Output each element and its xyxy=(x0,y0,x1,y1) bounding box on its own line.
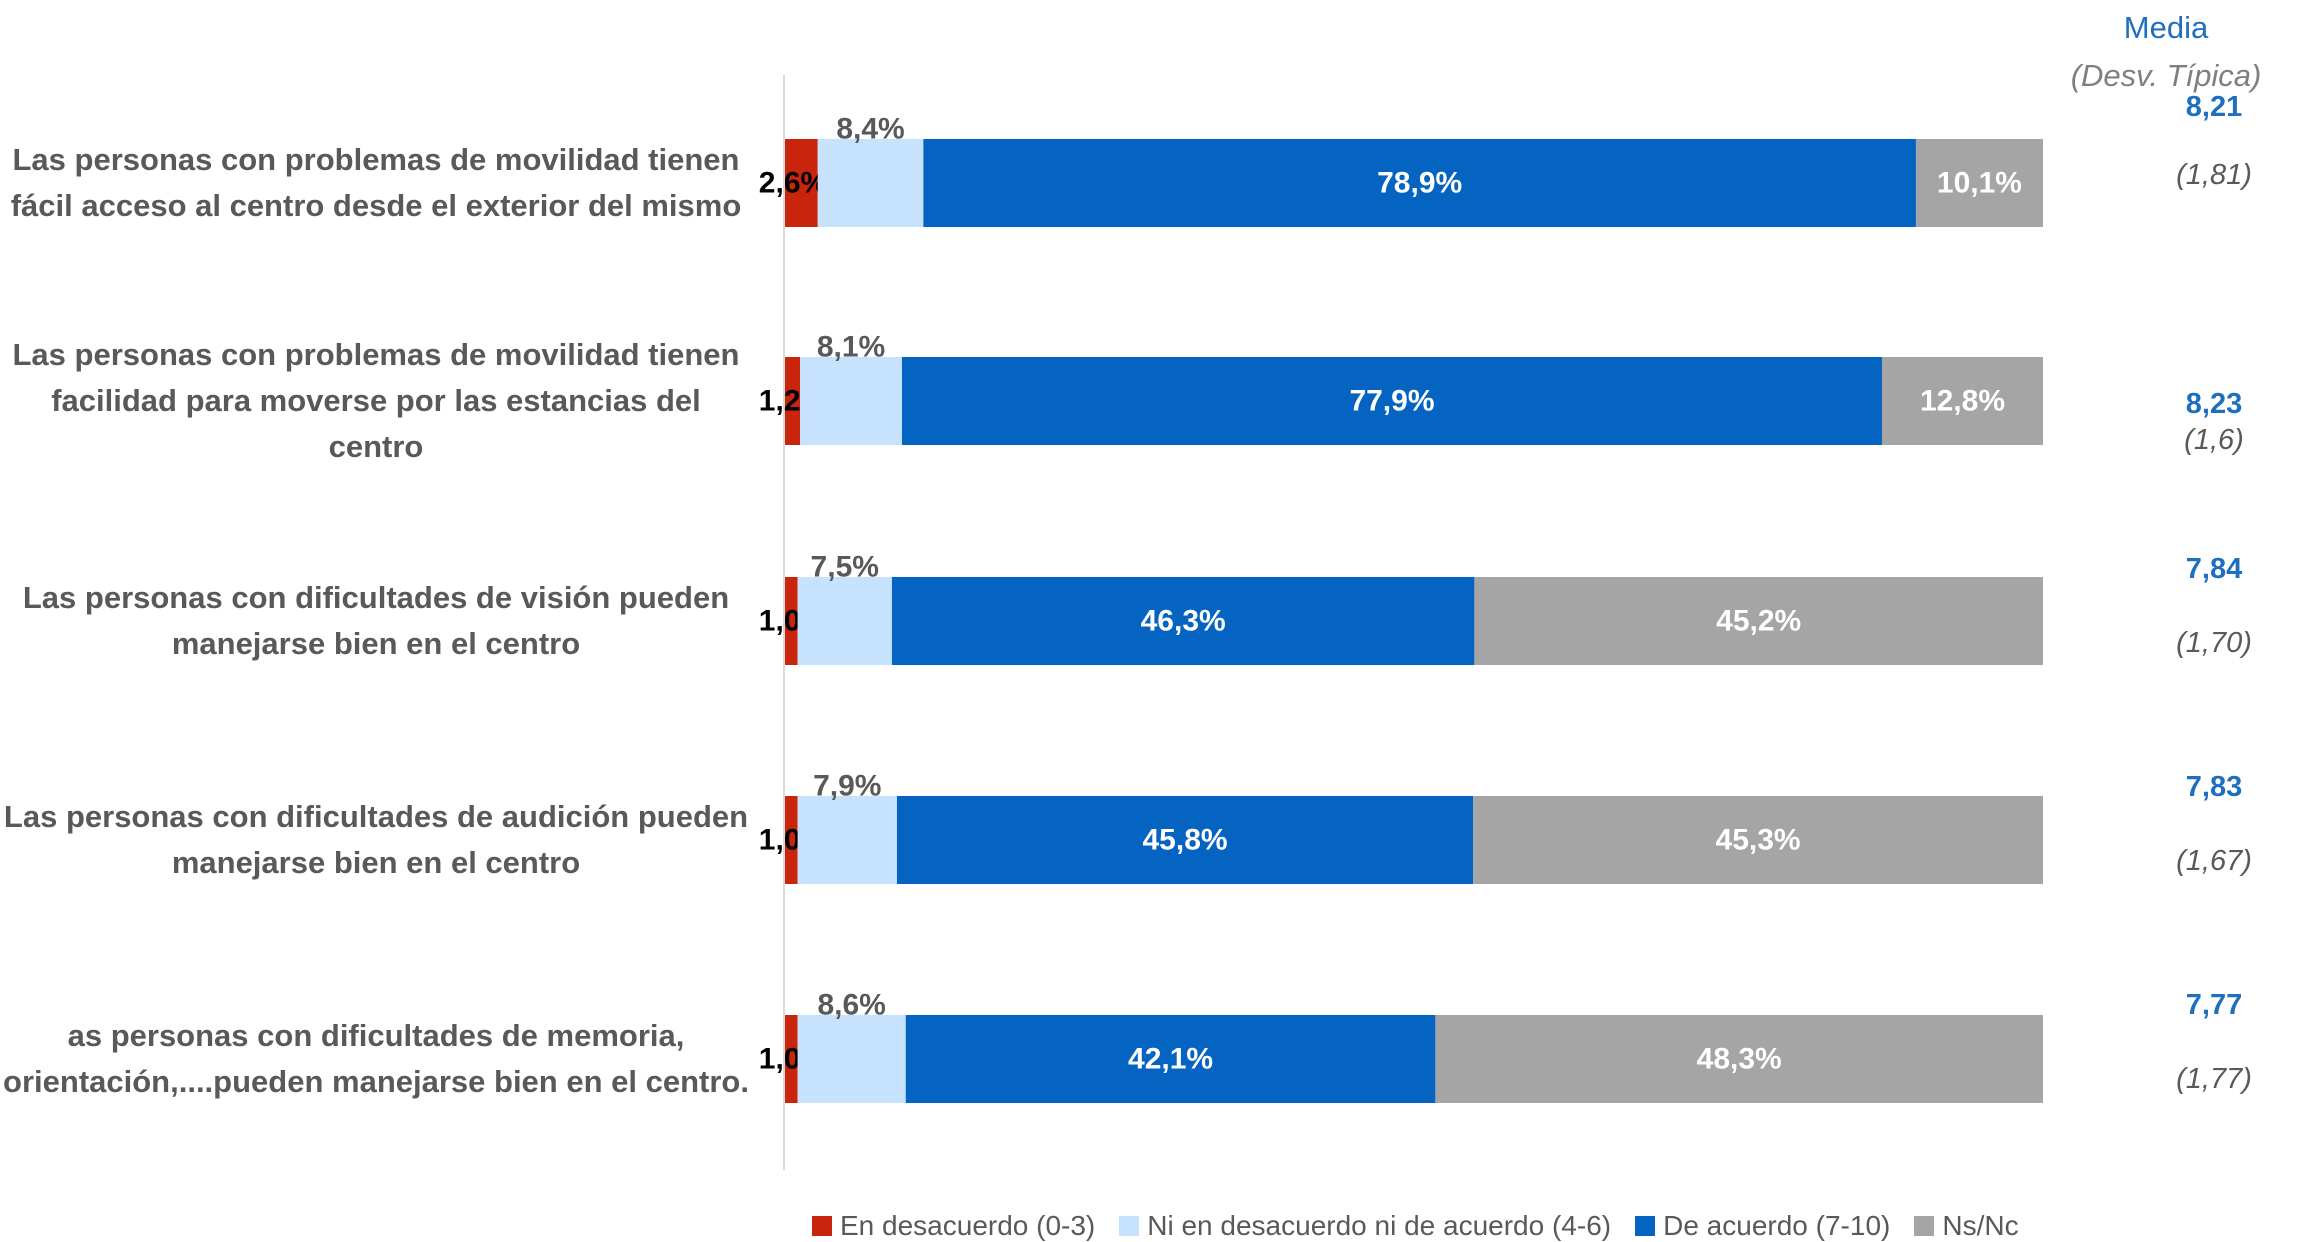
bar-segment xyxy=(785,357,801,445)
bar-segment xyxy=(1435,1015,2043,1103)
legend-item: De acuerdo (7-10) xyxy=(1635,1210,1890,1242)
category-label: Las personas con problemas de movilidad … xyxy=(10,142,742,223)
std-dev-value: (1,81) xyxy=(2176,159,2252,191)
data-label: 77,9% xyxy=(1349,385,1434,418)
bar-segment xyxy=(1473,796,2043,884)
data-label: 7,5% xyxy=(811,551,879,584)
bar-segment xyxy=(1474,577,2043,665)
bar-segment xyxy=(891,577,1475,665)
mean-value: 7,77 xyxy=(2185,989,2243,1021)
std-dev-value: (1,77) xyxy=(2176,1063,2252,1095)
bar-segment xyxy=(785,1015,798,1103)
mean-value: 8,23 xyxy=(2185,388,2243,420)
data-label: 45,2% xyxy=(1716,605,1801,638)
data-label: 42,1% xyxy=(1128,1043,1213,1076)
data-label: 12,8% xyxy=(1920,385,2005,418)
mean-value: 7,83 xyxy=(2185,771,2243,803)
legend-swatch xyxy=(1119,1216,1140,1236)
bar-segment xyxy=(800,357,902,445)
std-dev-value: (1,6) xyxy=(2184,424,2244,456)
data-label: 8,6% xyxy=(817,989,885,1022)
data-label: 2,6% xyxy=(759,167,827,200)
data-label: 8,1% xyxy=(817,331,885,364)
media-header-subtitle: (Desv. Típica) xyxy=(2070,58,2262,93)
legend: En desacuerdo (0-3) Ni en desacuerdo ni … xyxy=(812,1210,2043,1242)
legend-label: Ns/Nc xyxy=(1942,1210,2019,1241)
legend-swatch xyxy=(1914,1216,1935,1236)
bar-segment xyxy=(797,796,897,884)
bar-segment xyxy=(797,577,892,665)
bar-segment xyxy=(901,357,1882,445)
legend-item: En desacuerdo (0-3) xyxy=(812,1210,1095,1242)
bar-segment xyxy=(817,139,924,227)
std-dev-value: (1,67) xyxy=(2176,845,2252,877)
bar-segment xyxy=(785,796,798,884)
category-label: Las personas con dificultades de visión … xyxy=(22,580,730,661)
legend-label: Ni en desacuerdo ni de acuerdo (4-6) xyxy=(1147,1210,1612,1241)
legend-swatch xyxy=(812,1216,832,1236)
legend-swatch xyxy=(1635,1216,1656,1236)
bar-segment xyxy=(1915,139,2043,227)
category-label: Las personas con dificultades de audició… xyxy=(3,799,749,880)
data-label: 46,3% xyxy=(1141,605,1226,638)
data-label: 78,9% xyxy=(1377,167,1462,200)
bar-segment xyxy=(923,139,1916,227)
data-label: 8,4% xyxy=(836,113,904,146)
data-label: 10,1% xyxy=(1937,167,2022,200)
legend-label: En desacuerdo (0-3) xyxy=(840,1210,1096,1241)
bar-segment xyxy=(905,1015,1436,1103)
media-header-title: Media xyxy=(2123,10,2209,45)
category-label: as personas con dificultades de memoria,… xyxy=(3,1018,749,1099)
legend-item: Ni en desacuerdo ni de acuerdo (4-6) xyxy=(1119,1210,1611,1242)
std-dev-value: (1,70) xyxy=(2176,627,2252,659)
mean-value: 7,84 xyxy=(2185,553,2243,585)
category-label: Las personas con problemas de movilidad … xyxy=(12,337,740,464)
legend-label: De acuerdo (7-10) xyxy=(1663,1210,1891,1241)
legend-item: Ns/Nc xyxy=(1914,1210,2019,1242)
data-label: 7,9% xyxy=(813,770,881,803)
mean-value: 8,21 xyxy=(2185,91,2243,123)
data-label: 48,3% xyxy=(1697,1043,1782,1076)
bar-segment xyxy=(1881,357,2043,445)
data-label: 45,3% xyxy=(1716,824,1801,857)
bar-segment xyxy=(797,1015,906,1103)
bar-segment xyxy=(896,796,1474,884)
data-label: 45,8% xyxy=(1143,824,1228,857)
bar-segment xyxy=(785,139,818,227)
bar-segment xyxy=(785,577,798,665)
